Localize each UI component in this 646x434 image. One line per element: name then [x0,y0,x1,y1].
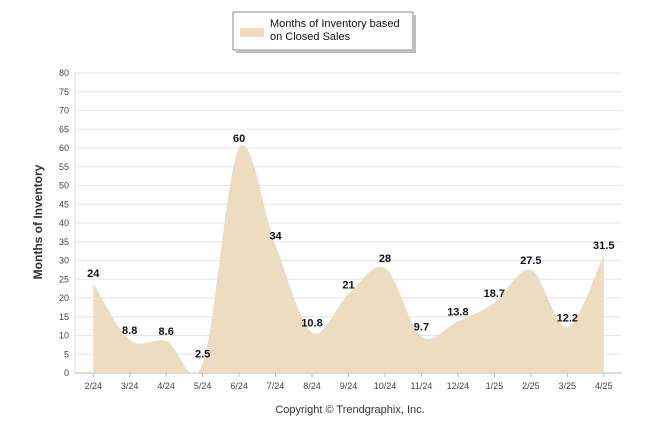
y-tick-label: 80 [59,68,69,78]
x-tick-label: 3/24 [121,381,139,391]
x-tick-label: 5/24 [194,381,212,391]
x-tick-label: 10/24 [374,381,397,391]
data-labels: 24 8.8 8.6 2.5 60 34 10.8 21 28 9.7 13.8 18.7 27.5 12… [87,133,614,361]
y-axis-ticks: 0 5 10 15 20 25 30 35 40 45 50 55 60 65 70 75 80 [59,68,69,378]
y-tick-label: 25 [59,274,69,284]
y-tick-label: 15 [59,312,69,322]
data-label: 8.8 [122,325,137,337]
area-series [93,145,604,375]
y-tick-label: 70 [59,106,69,116]
data-label: 27.5 [520,255,541,267]
data-label: 2.5 [195,349,210,361]
legend-label-line-1: Months of Inventory based [270,18,400,30]
y-tick-label: 10 [59,331,69,341]
x-tick-label: 7/24 [267,381,285,391]
data-label: 24 [87,268,100,280]
y-tick-label: 40 [59,218,69,228]
data-label: 60 [233,133,245,145]
x-tick-label: 3/25 [559,381,577,391]
x-tick-label: 2/25 [522,381,540,391]
legend-swatch [240,28,264,37]
legend-label-line-2: on Closed Sales [270,31,351,43]
x-tick-label: 8/24 [303,381,321,391]
x-tick-label: 6/24 [230,381,248,391]
y-axis-title: Months of Inventory [31,164,45,279]
x-tick-label: 4/25 [595,381,613,391]
legend: Months of Inventory based on Closed Sale… [232,11,416,53]
legend-shadow-bottom [236,50,416,53]
x-tick-label: 12/24 [447,381,470,391]
legend-shadow-right [413,15,416,53]
data-label: 34 [269,231,282,243]
data-label: 12.2 [557,312,578,324]
x-tick-label: 9/24 [340,381,358,391]
x-axis-ticks: 2/24 3/24 4/24 5/24 6/24 7/24 8/24 9/24 10/24 11/… [84,373,613,391]
y-tick-label: 50 [59,181,69,191]
area-fill [93,145,604,375]
data-label: 13.8 [447,306,468,318]
y-tick-label: 75 [59,87,69,97]
data-label: 10.8 [301,318,322,330]
data-label: 8.6 [159,326,174,338]
copyright-text: Copyright © Trendgraphix, Inc. [275,404,424,416]
data-label: 31.5 [593,240,614,252]
x-tick-label: 1/25 [486,381,504,391]
y-tick-label: 55 [59,162,69,172]
y-tick-label: 65 [59,124,69,134]
y-tick-label: 60 [59,143,69,153]
data-label: 28 [379,253,391,265]
y-tick-label: 20 [59,293,69,303]
y-tick-label: 0 [64,368,69,378]
x-tick-label: 11/24 [411,381,433,391]
y-tick-label: 45 [59,199,69,209]
x-tick-label: 4/24 [157,381,175,391]
data-label: 18.7 [484,288,505,300]
data-label: 9.7 [414,322,429,334]
y-tick-label: 30 [59,256,69,266]
x-tick-label: 2/24 [84,381,102,391]
y-tick-label: 35 [59,237,69,247]
data-label: 21 [342,279,354,291]
y-tick-label: 5 [64,349,69,359]
